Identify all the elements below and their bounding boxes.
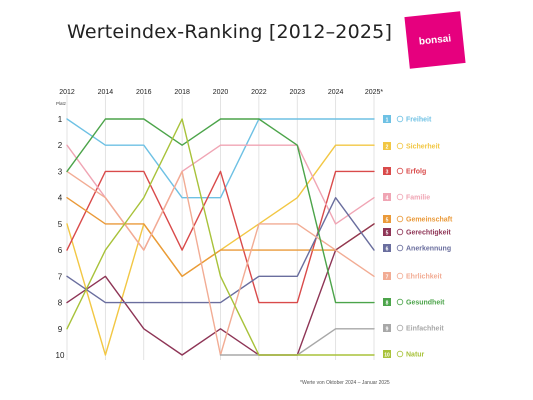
legend-item-natur: 10 Natur: [383, 350, 425, 359]
legend-label: Familie: [406, 195, 430, 202]
footnote: *Werte von Oktober 2024 – Januar 2025: [300, 380, 390, 386]
legend-rank: 1: [386, 117, 389, 123]
legend-swatch: [383, 193, 391, 201]
x-tick-label: 2025*: [365, 89, 384, 96]
y-tick-label: 10: [56, 351, 65, 360]
legend-swatch: [383, 350, 391, 358]
series-line-gesundheit: [66, 118, 375, 304]
y-axis-tick-labels: 1 2 3 4 5 6 7 8 9 10: [56, 115, 65, 360]
series-line-anerkennung: [66, 197, 375, 304]
series-line-freiheit: [66, 118, 375, 199]
legend-rank: 6: [386, 246, 389, 252]
chart-grid: [66, 95, 375, 360]
legend-item-einfachheit: 9 Einfachheit: [383, 324, 444, 333]
value-icon: [396, 244, 404, 252]
x-tick-label: 2024: [328, 89, 344, 96]
value-icon: [396, 193, 404, 201]
legend-label: Freiheit: [406, 117, 432, 124]
legend-item-ehrlichkeit: 7 Ehrlichkeit: [383, 272, 442, 281]
x-axis-tick-labels: 2012 2014 2016 2018 2020 2022 2023 2024 2025*: [59, 89, 383, 96]
legend-swatch: [383, 244, 391, 252]
legend-item-gerechtigkeit: 5 Gerechtigkeit: [383, 228, 451, 237]
legend-label: Anerkennung: [406, 246, 451, 253]
y-tick-label: 3: [58, 167, 63, 176]
legend-swatch: [383, 167, 391, 175]
legend: 1 Freiheit 2 Sicherheit 3 Erfolg 4 Familie 5 Geme…: [383, 115, 453, 359]
legend-item-gesundheit: 8 Gesundheit: [383, 298, 445, 307]
legend-rank: 8: [386, 300, 389, 306]
value-icon: [396, 115, 404, 123]
series-line-gerechtigkeit: [66, 223, 375, 356]
legend-swatch: [383, 324, 391, 332]
y-tick-label: 1: [58, 115, 63, 124]
legend-rank: 5: [386, 217, 389, 223]
legend-item-anerkennung: 6 Anerkennung: [383, 244, 451, 253]
y-tick-label: 2: [58, 141, 63, 150]
legend-label: Sicherheit: [406, 144, 441, 151]
legend-label: Gesundheit: [406, 300, 445, 307]
y-axis-label: Platz: [56, 101, 67, 106]
legend-rank: 5: [386, 230, 389, 236]
value-icon: [396, 272, 404, 280]
x-tick-label: 2023: [289, 89, 305, 96]
x-tick-label: 2012: [59, 89, 75, 96]
legend-label: Gemeinschaft: [406, 217, 453, 224]
page-title: Werteindex-Ranking [2012–2025]: [67, 21, 393, 43]
legend-label: Erfolg: [406, 169, 426, 176]
legend-rank: 4: [386, 195, 389, 201]
y-tick-label: 6: [58, 246, 63, 255]
legend-item-sicherheit: 2 Sicherheit: [383, 142, 441, 151]
legend-swatch: [383, 272, 391, 280]
x-tick-label: 2022: [251, 89, 267, 96]
legend-item-freiheit: 1 Freiheit: [383, 115, 432, 124]
series-line-erfolg: [66, 170, 375, 304]
y-tick-label: 9: [58, 325, 63, 334]
legend-item-familie: 4 Familie: [383, 193, 430, 202]
value-icon: [396, 167, 404, 175]
legend-label: Gerechtigkeit: [406, 230, 451, 237]
legend-label: Ehrlichkeit: [406, 274, 442, 281]
x-tick-label: 2014: [98, 89, 114, 96]
legend-swatch: [383, 142, 391, 150]
x-tick-label: 2016: [136, 89, 152, 96]
legend-rank: 10: [384, 352, 390, 358]
legend-rank: 3: [386, 169, 389, 175]
series-lines: [66, 118, 375, 356]
legend-swatch: [383, 228, 391, 236]
value-icon: [396, 215, 404, 223]
series-line-natur: [66, 118, 375, 356]
legend-rank: 9: [386, 326, 389, 332]
value-icon: [396, 298, 404, 306]
y-tick-label: 5: [58, 220, 63, 229]
legend-item-erfolg: 3 Erfolg: [383, 167, 426, 176]
x-tick-label: 2020: [213, 89, 229, 96]
legend-swatch: [383, 115, 391, 123]
value-icon: [396, 350, 404, 358]
legend-rank: 7: [386, 274, 389, 280]
value-icon: [396, 142, 404, 150]
x-tick-label: 2018: [174, 89, 190, 96]
legend-label: Natur: [406, 352, 425, 359]
value-icon: [396, 228, 404, 236]
legend-rank: 2: [386, 144, 389, 150]
value-icon: [396, 324, 404, 332]
legend-swatch: [383, 298, 391, 306]
y-tick-label: 8: [58, 299, 63, 308]
y-tick-label: 4: [58, 194, 63, 203]
legend-swatch: [383, 215, 391, 223]
y-tick-label: 7: [58, 272, 63, 281]
legend-label: Einfachheit: [406, 326, 444, 333]
legend-item-gemeinschaft: 5 Gemeinschaft: [383, 215, 453, 224]
